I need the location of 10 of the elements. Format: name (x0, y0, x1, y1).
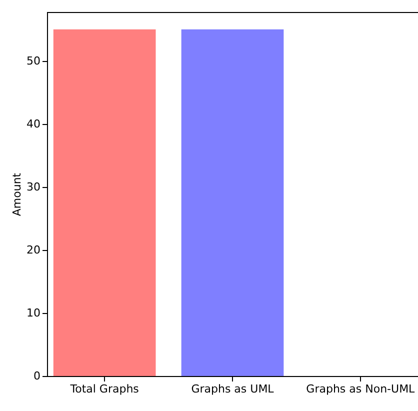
y-axis-title: Amount (10, 172, 24, 216)
x-tick-label: Graphs as Non-UML (306, 382, 416, 396)
y-tick-label: 20 (26, 243, 40, 256)
x-tick-label: Graphs as UML (191, 382, 275, 396)
y-tick-label: 30 (26, 180, 40, 194)
y-tick-label: 10 (26, 306, 40, 320)
y-tick-label: 40 (26, 117, 40, 130)
y-tick-label: 50 (26, 54, 40, 68)
y-tick-label: 0 (34, 370, 40, 382)
x-tick-label: Total Graphs (69, 382, 140, 396)
